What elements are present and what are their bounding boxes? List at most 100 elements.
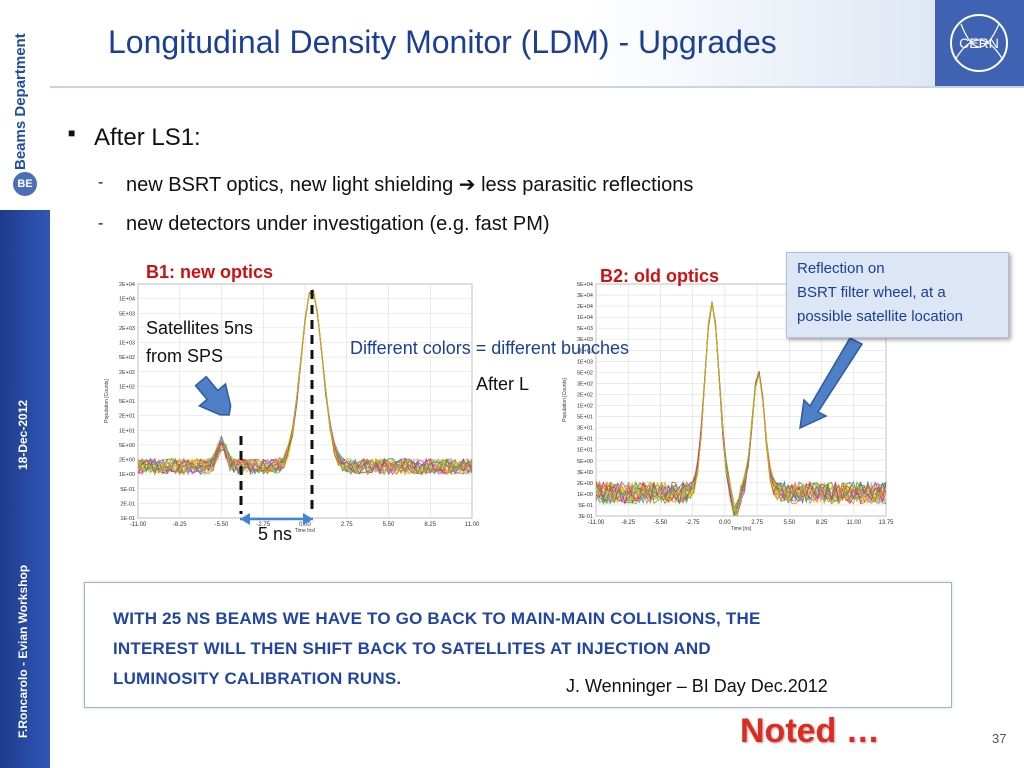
b2-bunch-trace [595, 301, 887, 516]
header-divider [50, 86, 1024, 88]
b2-y-tick-label: 1E+02 [577, 404, 593, 410]
b1-y-tick-label: 5E-01 [120, 487, 135, 493]
b1-x-tick-label: -8.25 [173, 522, 187, 528]
b1-y-tick-label: 2E-01 [120, 501, 135, 507]
b2-x-tick-label: 11.00 [846, 520, 861, 526]
b2-y-tick-label: 3E+02 [577, 381, 593, 387]
reflection-callout: Reflection on BSRT filter wheel, at a po… [786, 252, 1009, 338]
b1-y-tick-label: 2E+02 [119, 370, 135, 376]
b2-bunch-trace [595, 302, 887, 509]
b1-y-tick-label: 1E+00 [119, 472, 135, 478]
b2-y-tick-label: 2E+01 [577, 437, 593, 443]
b1-x-tick-label: 5.50 [383, 522, 395, 528]
b1-x-tick-label: 2.75 [341, 522, 353, 528]
b2-y-tick-label: 5E+04 [577, 282, 593, 288]
b2-x-tick-label: 5.50 [783, 520, 795, 526]
b1-y-tick-label: 1E-01 [120, 516, 135, 522]
b2-y-axis-label: Population [Counts] [562, 378, 568, 422]
sub-bullet-optics-suffix: less parasitic reflections [481, 174, 694, 196]
b2-x-axis-label: Time [ns] [731, 526, 752, 532]
b2-y-tick-label: 5E+00 [577, 459, 593, 465]
callout-line-1: Reflection on [797, 260, 885, 277]
label-5ns: 5 ns [258, 524, 293, 544]
bullet-marker: ■ [68, 126, 76, 140]
quote-source: J. Wenninger – BI Day Dec.2012 [566, 676, 828, 696]
b2-x-tick-label: 0.00 [719, 520, 731, 526]
b1-y-tick-label: 2E+04 [119, 282, 135, 288]
b2-y-tick-label: 2E+00 [577, 481, 593, 487]
noted-stamp: Noted … [740, 712, 880, 750]
chart-b1-container: 2E+04 1E+04 5E+03 2E+03 1E+03 5E+02 2E+02 1E+02… [84, 266, 484, 534]
conclusion-box: WITH 25 NS BEAMS WE HAVE TO GO BACK TO M… [84, 582, 952, 708]
b2-x-tick-label: -5.50 [654, 520, 668, 526]
slide-title: Longitudinal Density Monitor (LDM) - Upg… [108, 24, 777, 60]
callout-line-3: possible satellite location [797, 308, 963, 325]
sub-bullet-detectors: new detectors under investigation (e.g. … [126, 213, 550, 235]
b2-y-tick-label: 1E+00 [577, 492, 593, 498]
b2-x-tick-label: 8.25 [816, 520, 828, 526]
b1-y-axis-label: Population [Counts] [104, 379, 110, 423]
b2-x-tick-label: -8.25 [621, 520, 635, 526]
b2-y-tick-label: 5E-01 [578, 503, 593, 509]
b2-y-tick-label: 3E+00 [577, 470, 593, 476]
b2-y-tick-label: 3E+04 [577, 293, 593, 299]
b1-y-tick-label: 5E+02 [119, 355, 135, 361]
b1-y-tick-label: 2E+03 [119, 326, 135, 332]
b2-y-tick-label: 2E+04 [577, 304, 593, 310]
be-logo-badge: BE [13, 172, 37, 196]
b2-y-tick-label: 5E+01 [577, 415, 593, 421]
cern-logo: CERN [935, 0, 1024, 86]
slide-header [50, 0, 1024, 86]
b1-y-tick-label: 1E+02 [119, 384, 135, 390]
b1-y-tick-label: 2E+01 [119, 414, 135, 420]
b1-x-tick-label: 11.00 [465, 522, 480, 528]
right-arrow-icon: ➔ [458, 174, 476, 196]
bullet-after-ls1: After LS1: [94, 124, 201, 151]
b2-y-tick-label: 1E+01 [577, 448, 593, 454]
b2-y-tick-label: 3E+03 [577, 337, 593, 343]
b2-bunch-trace [595, 303, 887, 517]
sidebar: Beams Department BE 18-Dec-2012 F.Roncar… [0, 0, 50, 768]
b1-y-tick-label: 2E+00 [119, 458, 135, 464]
cern-logo-text: CERN [959, 35, 999, 51]
b2-y-tick-label: 3E+01 [577, 426, 593, 432]
b1-y-tick-label: 5E+01 [119, 399, 135, 405]
b1-x-tick-label: 0.00 [299, 522, 311, 528]
callout-line-2: BSRT filter wheel, at a [797, 284, 946, 301]
sidebar-footer-band [0, 210, 50, 768]
conclusion-line-2: INTEREST WILL THEN SHIFT BACK TO SATELLI… [113, 639, 711, 658]
b2-y-tick-label: 1E+04 [577, 315, 593, 321]
b1-bunch-trace [137, 290, 473, 476]
b1-x-axis-label: Time [ns] [295, 528, 316, 532]
label-satellites-line2: from SPS [146, 346, 224, 366]
b2-x-tick-label: -11.00 [588, 520, 605, 526]
label-satellites-line1: Satellites 5ns [146, 318, 254, 338]
sub-bullet-dash-1: - [98, 174, 104, 191]
b2-x-tick-label: 2.75 [751, 520, 763, 526]
sub-bullet-optics-prefix: new BSRT optics, new light shielding [126, 174, 454, 196]
label-b1-new-optics: B1: new optics [146, 262, 274, 282]
b1-x-tick-label: -5.50 [215, 522, 229, 528]
chart-b1: 2E+04 1E+04 5E+03 2E+03 1E+03 5E+02 2E+02 1E+02… [104, 282, 480, 534]
b2-y-tick-label: 5E+02 [577, 370, 593, 376]
b2-x-tick-label: 13.75 [878, 520, 894, 526]
b1-y-tick-label: 5E+00 [119, 443, 135, 449]
b2-y-tick-label: 3E-01 [578, 514, 593, 520]
conclusion-line-1: WITH 25 NS BEAMS WE HAVE TO GO BACK TO M… [113, 609, 761, 628]
b1-y-tick-label: 1E+03 [119, 341, 135, 347]
b2-y-tick-label: 2E+02 [577, 392, 593, 398]
label-different-colors: Different colors = different bunches [350, 338, 629, 358]
b1-x-tick-label: 8.25 [424, 522, 436, 528]
sub-bullet-dash-2: - [98, 215, 104, 232]
b2-y-tick-label: 5E+03 [577, 326, 593, 332]
b2-x-tick-label: -2.75 [686, 520, 700, 526]
sub-bullet-optics: new BSRT optics, new light shielding ➔ l… [126, 172, 693, 197]
label-after-l: After L [476, 374, 530, 394]
cern-logo-icon: CERN [950, 14, 1008, 72]
sidebar-author: F.Roncarolo - Evian Workshop [16, 564, 30, 738]
b2-y-tick-label: 2E+03 [577, 348, 593, 354]
department-name: Beams Department [12, 33, 29, 170]
page-number: 37 [992, 731, 1007, 746]
b1-y-tick-label: 5E+03 [119, 311, 135, 317]
label-b2-old-optics: B2: old optics [600, 266, 720, 286]
